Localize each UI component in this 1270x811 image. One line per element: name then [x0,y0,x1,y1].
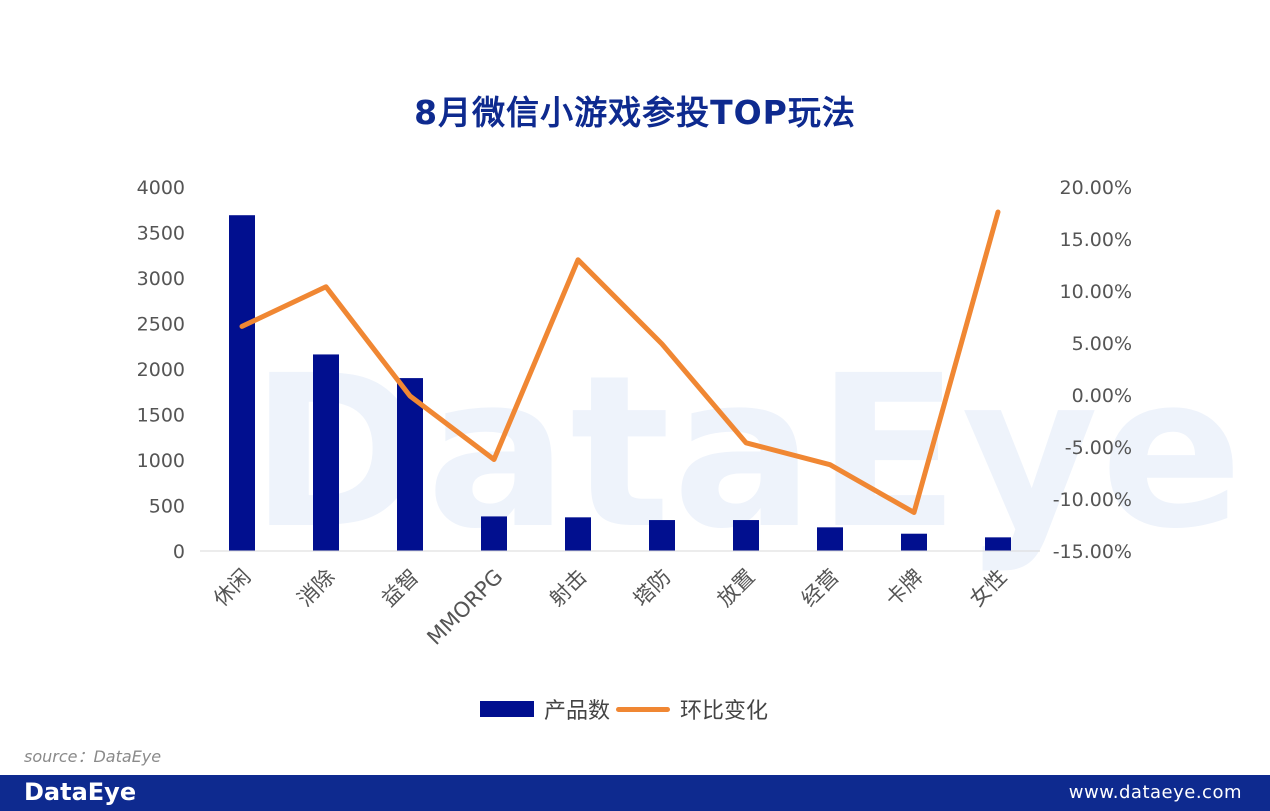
right-tick-label: 15.00% [1060,229,1132,251]
line-path [239,209,1001,515]
left-tick-label: 3000 [137,268,185,290]
right-tick-label: -10.00% [1053,489,1132,511]
left-tick-label: 0 [173,541,185,563]
bar-series [229,215,1011,551]
right-axis-ticks: 20.00% 15.00% 10.00% 5.00% 0.00% -5.00% -10.00… [1053,177,1132,563]
bar-2 [313,354,339,551]
right-tick-label: 20.00% [1060,177,1132,199]
footer-url: www.dataeye.com [1068,782,1242,803]
left-tick-label: 3500 [137,223,185,245]
bar-4 [481,516,507,551]
footer-bar: DataEye www.dataeye.com [0,775,1270,811]
source-note: source：DataEye [24,747,162,766]
bar-3 [397,378,423,551]
left-tick-label: 1000 [137,450,185,472]
legend-line-label: 环比变化 [680,699,769,724]
chart-title: 8月微信小游戏参投TOP玩法 [414,93,856,132]
left-tick-label: 4000 [137,177,185,199]
legend-item-line: 环比变化 [616,693,768,725]
category-label: 塔防 [629,565,676,612]
right-tick-label: 10.00% [1060,281,1132,303]
category-label: 射击 [545,565,592,612]
category-label: 放置 [713,565,760,612]
line-series [239,209,1001,515]
right-tick-label: -5.00% [1065,437,1132,459]
right-tick-label: -15.00% [1053,541,1132,563]
bar-6 [649,520,675,551]
category-label: 卡牌 [881,565,928,612]
legend-bar-label: 产品数 [544,699,611,724]
right-tick-label: 0.00% [1072,385,1132,407]
category-label: 休闲 [209,565,256,612]
category-label: 消除 [293,565,340,612]
left-tick-label: 2000 [137,359,185,381]
bar-8 [817,527,843,551]
bar-5 [565,517,591,551]
category-label: 女性 [965,565,1012,612]
bar-10 [985,537,1011,551]
left-axis-ticks: 4000 3500 3000 2500 2000 1500 1000 500 0 [137,177,185,563]
left-tick-label: 2500 [137,314,185,336]
category-label: 经营 [797,565,844,612]
left-tick-label: 1500 [137,405,185,427]
left-tick-label: 500 [149,496,185,518]
right-tick-label: 5.00% [1072,333,1132,355]
category-label: 益智 [377,565,424,612]
bar-9 [901,533,927,551]
legend-bar-swatch [480,701,534,717]
legend: 产品数 环比变化 [480,693,774,725]
legend-item-bar: 产品数 [480,693,610,725]
legend-line-swatch [616,706,671,712]
bar-7 [733,520,759,551]
category-label: MMORPG [422,565,507,650]
footer-logo: DataEye [24,778,137,806]
bar-1 [229,215,255,551]
